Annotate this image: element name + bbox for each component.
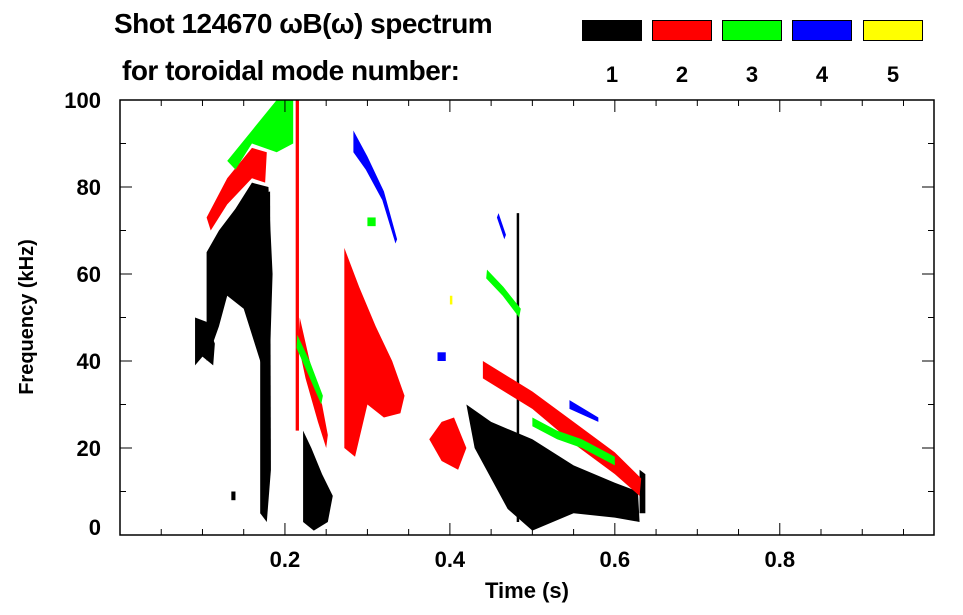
- y-tick-label: 40: [77, 349, 101, 374]
- mode-2-region: [344, 247, 405, 457]
- mode-3-region: [227, 100, 294, 170]
- x-tick-label: 0.8: [764, 547, 795, 572]
- y-tick-label: 80: [77, 175, 101, 200]
- mode-4-region: [569, 400, 599, 422]
- x-tick-label: 0.6: [600, 547, 631, 572]
- y-tick-label: 100: [64, 88, 101, 113]
- x-tick-label: 0.2: [270, 547, 301, 572]
- legend-swatch-mode-2: [652, 20, 712, 41]
- mode-2-region: [482, 361, 642, 496]
- mode-5-region: [449, 295, 453, 305]
- legend-swatch-mode-4: [792, 20, 852, 41]
- y-tick-label: 0: [89, 515, 101, 540]
- mode-4-region: [496, 213, 506, 240]
- mode-1-region: [260, 191, 271, 522]
- x-tick-label: 0.4: [435, 547, 466, 572]
- legend-label-mode-2: 2: [675, 62, 689, 87]
- legend-label-mode-4: 4: [815, 62, 829, 87]
- legend-swatch-mode-3: [722, 20, 782, 41]
- mode-3-region: [296, 334, 323, 405]
- chart-title-line1: Shot 124670 ωB(ω) spectrum: [114, 8, 493, 39]
- mode-4-region: [437, 352, 446, 361]
- mode-2-region: [206, 147, 267, 231]
- mode-1-region: [466, 404, 640, 531]
- legend-swatch-mode-1: [582, 20, 642, 41]
- legend-label-mode-1: 1: [605, 62, 619, 87]
- legend-swatch-mode-5: [863, 20, 923, 41]
- mode-2-region: [295, 100, 299, 431]
- mode-4-region: [353, 130, 398, 244]
- mode-2-region: [429, 417, 467, 470]
- y-tick-label: 60: [77, 262, 101, 287]
- mode-1-region: [195, 317, 215, 366]
- legend-label-mode-3: 3: [745, 62, 759, 87]
- mode-3-region: [486, 269, 521, 318]
- mode-3-region: [532, 417, 615, 466]
- chart-title-line2: for toroidal mode number:: [122, 55, 460, 86]
- mode-1-region: [516, 213, 520, 522]
- y-tick-label: 20: [77, 436, 101, 461]
- mode-3-region: [367, 217, 376, 227]
- x-axis-label: Time (s): [485, 578, 569, 603]
- mode-1-region: [231, 491, 236, 501]
- mode-1-region: [303, 430, 333, 531]
- mode-1-region: [206, 182, 273, 405]
- mode-1-region: [639, 469, 646, 514]
- y-axis-label: Frequency (kHz): [16, 239, 38, 395]
- legend-label-mode-5: 5: [886, 62, 900, 87]
